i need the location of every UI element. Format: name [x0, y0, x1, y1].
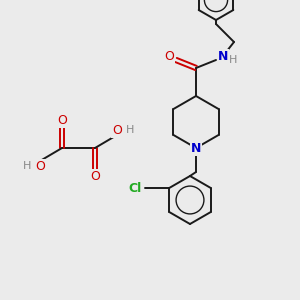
Text: H: H [126, 125, 134, 135]
Text: O: O [90, 169, 100, 182]
Text: O: O [57, 113, 67, 127]
Text: O: O [35, 160, 45, 172]
Text: H: H [229, 55, 237, 65]
Text: O: O [112, 124, 122, 136]
Text: H: H [23, 161, 31, 171]
Text: Cl: Cl [129, 182, 142, 194]
Text: N: N [218, 50, 228, 62]
Text: N: N [191, 142, 201, 154]
Text: O: O [164, 50, 174, 64]
